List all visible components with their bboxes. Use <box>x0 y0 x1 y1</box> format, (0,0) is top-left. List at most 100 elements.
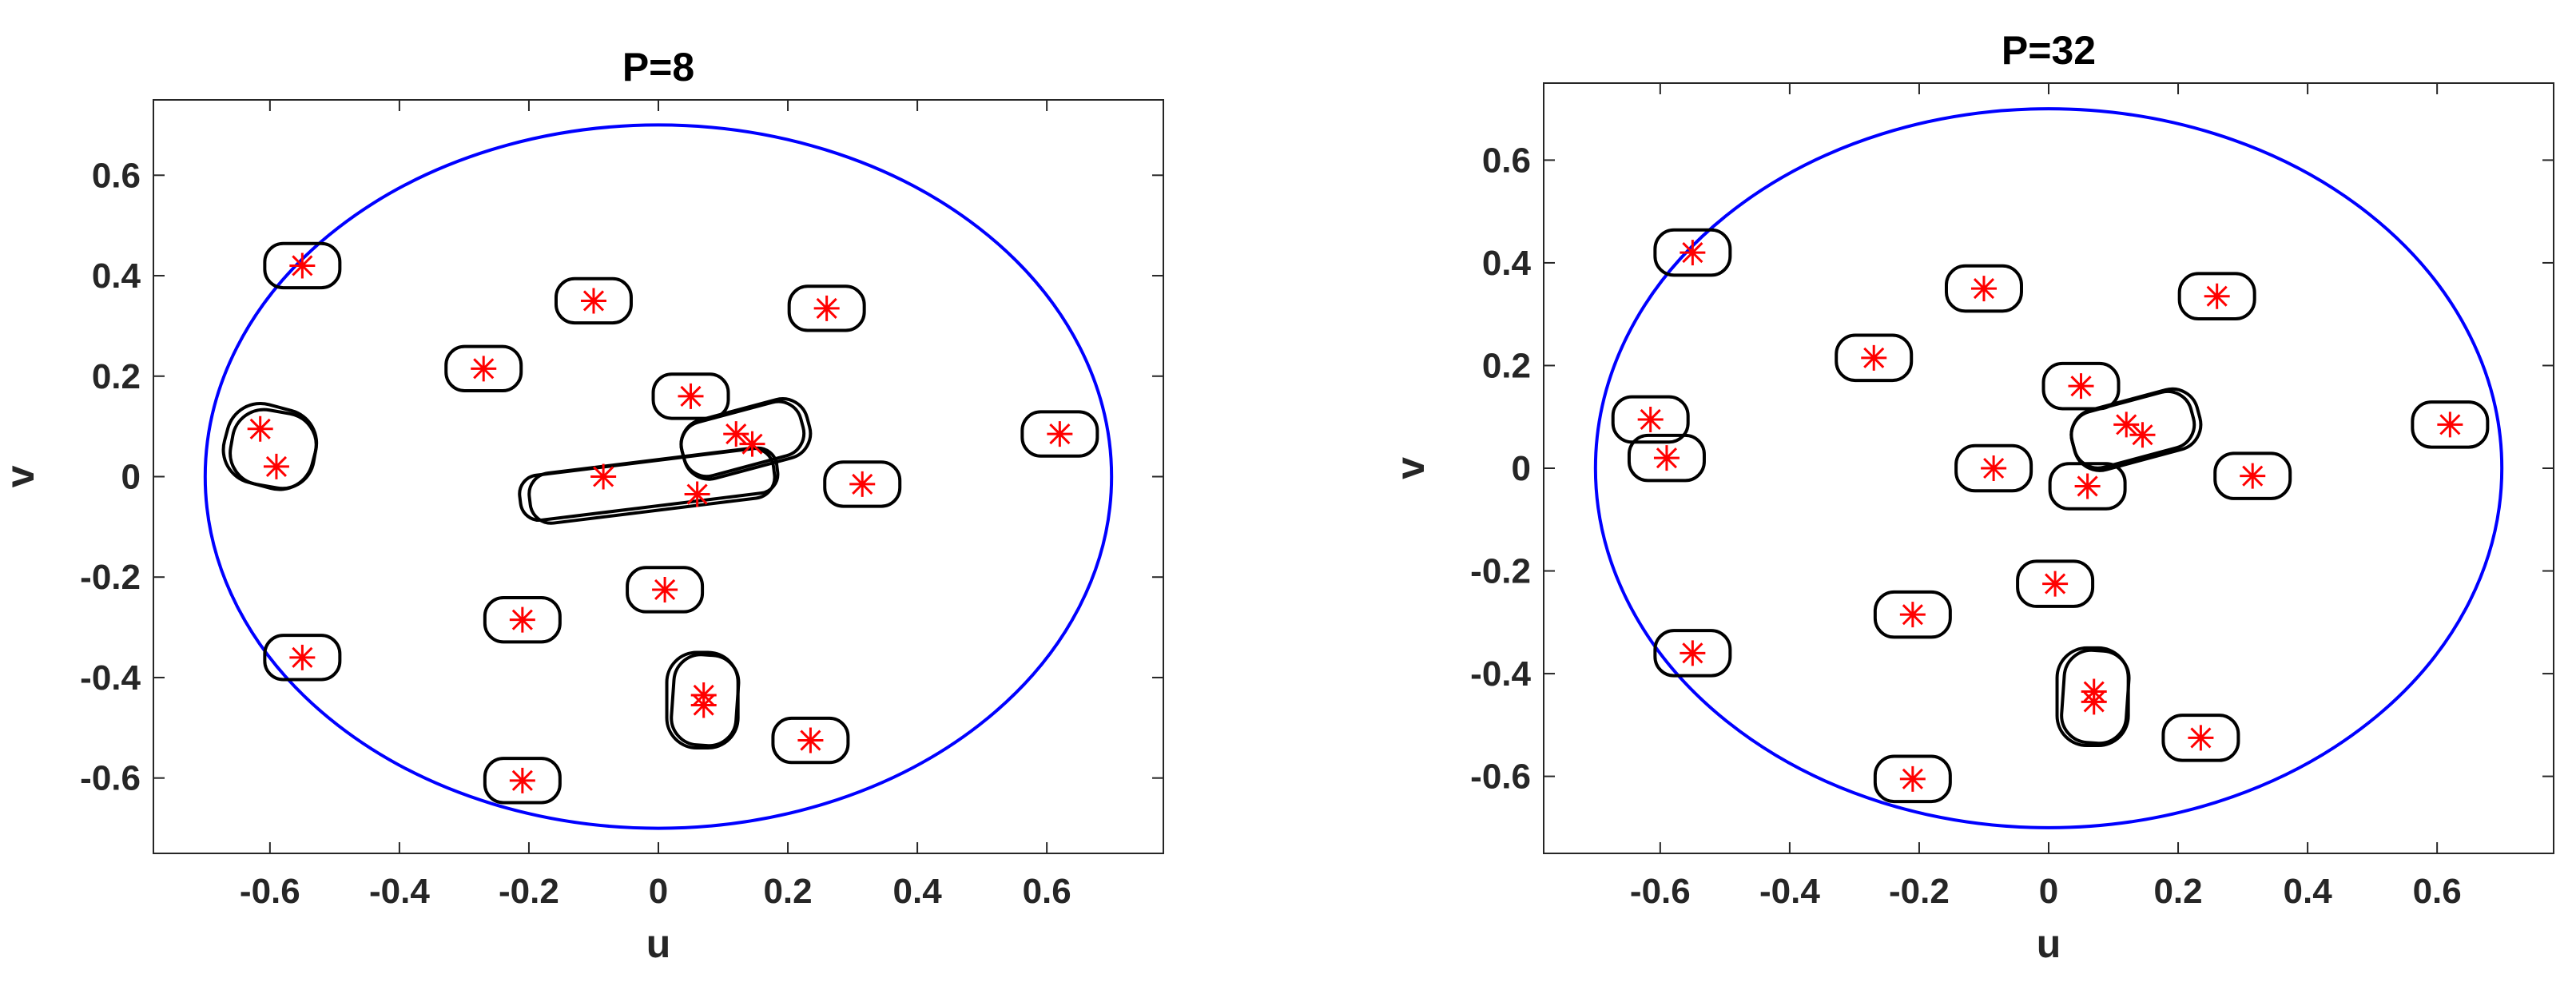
x-tick-label: 0.4 <box>893 872 943 911</box>
contour <box>2048 462 2127 511</box>
data-point <box>849 471 876 497</box>
chart-title: P=8 <box>622 45 694 89</box>
data-point <box>1899 765 1926 792</box>
data-point <box>247 416 273 442</box>
data-point <box>509 606 535 633</box>
contour <box>1944 264 2023 313</box>
data-point <box>2188 725 2214 751</box>
contour <box>483 596 562 644</box>
y-axis-label: v <box>1388 457 1433 479</box>
data-point <box>2437 412 2463 438</box>
plot-area <box>153 99 1164 854</box>
contour <box>444 344 523 392</box>
data-point <box>2081 689 2107 715</box>
subplot-p32: P=32 u v -0.6 -0.4 -0.2 0 0.2 0.4 0.6 0.6 0.4 0.2… <box>1388 28 2554 966</box>
contour <box>1020 410 1099 458</box>
x-tick-label: 0.4 <box>2284 872 2333 911</box>
data-point <box>471 356 497 382</box>
contour <box>1653 228 1732 277</box>
x-tick-label: -0.4 <box>1759 872 1820 911</box>
boundary-circle <box>203 123 1114 830</box>
contour <box>679 400 806 479</box>
data-point <box>263 453 289 479</box>
contour <box>771 716 850 765</box>
x-tick-label: 0.2 <box>763 872 812 911</box>
y-tick-label: 0.4 <box>1482 244 1532 283</box>
contour <box>626 566 705 614</box>
x-tick-label: -0.2 <box>499 872 559 911</box>
data-point <box>1861 344 1887 371</box>
x-tick-label: 0 <box>649 872 668 911</box>
y-tick-label: 0.6 <box>92 156 141 195</box>
data-point <box>2204 283 2230 309</box>
data-point <box>590 463 617 490</box>
contour <box>2041 361 2121 411</box>
contour <box>527 446 777 525</box>
contour <box>2177 272 2256 320</box>
contour <box>1627 433 1706 483</box>
data-point <box>2042 571 2069 597</box>
data-point <box>2113 412 2140 438</box>
y-tick-label: 0 <box>121 458 141 497</box>
contour <box>554 276 633 325</box>
contour <box>263 634 342 682</box>
contour <box>229 408 318 491</box>
contour <box>823 460 902 508</box>
contour <box>670 653 741 748</box>
data-layer <box>203 123 1114 830</box>
x-tick-label: -0.6 <box>1630 872 1691 911</box>
data-point <box>1047 421 1073 447</box>
data-point <box>2240 463 2266 489</box>
contour <box>483 757 562 805</box>
contour <box>2069 389 2196 470</box>
x-tick-label: -0.2 <box>1889 872 1950 911</box>
x-tick-label: -0.6 <box>240 872 300 911</box>
chart-title: P=32 <box>2002 28 2096 73</box>
y-tick-label: 0 <box>1512 449 1531 488</box>
data-point <box>2068 373 2094 400</box>
data-point <box>2129 422 2156 448</box>
y-tick-label: 0.2 <box>1482 346 1531 385</box>
data-point <box>723 421 749 447</box>
data-point <box>289 644 316 670</box>
data-point <box>813 295 840 321</box>
y-axis-label: v <box>0 465 42 487</box>
contour <box>1954 443 2033 493</box>
data-point <box>690 692 717 718</box>
contour <box>2060 648 2131 746</box>
data-point <box>1680 640 1706 666</box>
y-tick-label: 0.6 <box>1482 141 1531 180</box>
data-point <box>678 383 704 409</box>
x-tick-label: 0.6 <box>1023 872 1071 911</box>
contour <box>1873 754 1952 804</box>
y-tick-label: 0.2 <box>92 357 141 396</box>
data-point <box>1637 406 1664 432</box>
contour <box>2016 559 2095 608</box>
data-point <box>1981 455 2007 481</box>
data-point <box>289 252 316 279</box>
x-axis-label: u <box>2037 921 2061 966</box>
y-tick-label: -0.2 <box>80 558 141 597</box>
data-point <box>1970 276 1997 302</box>
contour <box>651 372 730 420</box>
x-tick-label: 0 <box>2039 872 2058 911</box>
data-point <box>580 288 606 314</box>
contour <box>1835 333 1914 383</box>
y-tick-label: -0.2 <box>1470 552 1531 591</box>
plot-area <box>1543 82 2554 854</box>
data-point <box>684 481 710 507</box>
subplot-p8: P=8 u v -0.6 -0.4 -0.2 0 0.2 0.4 0.6 0.6 0.4 0.2 0… <box>0 45 1164 966</box>
data-point <box>2074 473 2101 499</box>
contour <box>263 241 342 290</box>
contour <box>1653 629 1732 678</box>
contour <box>1873 590 1952 639</box>
data-point <box>797 727 824 753</box>
data-point <box>739 431 765 457</box>
data-point <box>1680 240 1706 266</box>
data-layer <box>1593 107 2504 829</box>
data-point <box>1653 445 1680 471</box>
y-tick-label: -0.6 <box>1470 757 1531 797</box>
x-tick-label: -0.4 <box>369 872 430 911</box>
